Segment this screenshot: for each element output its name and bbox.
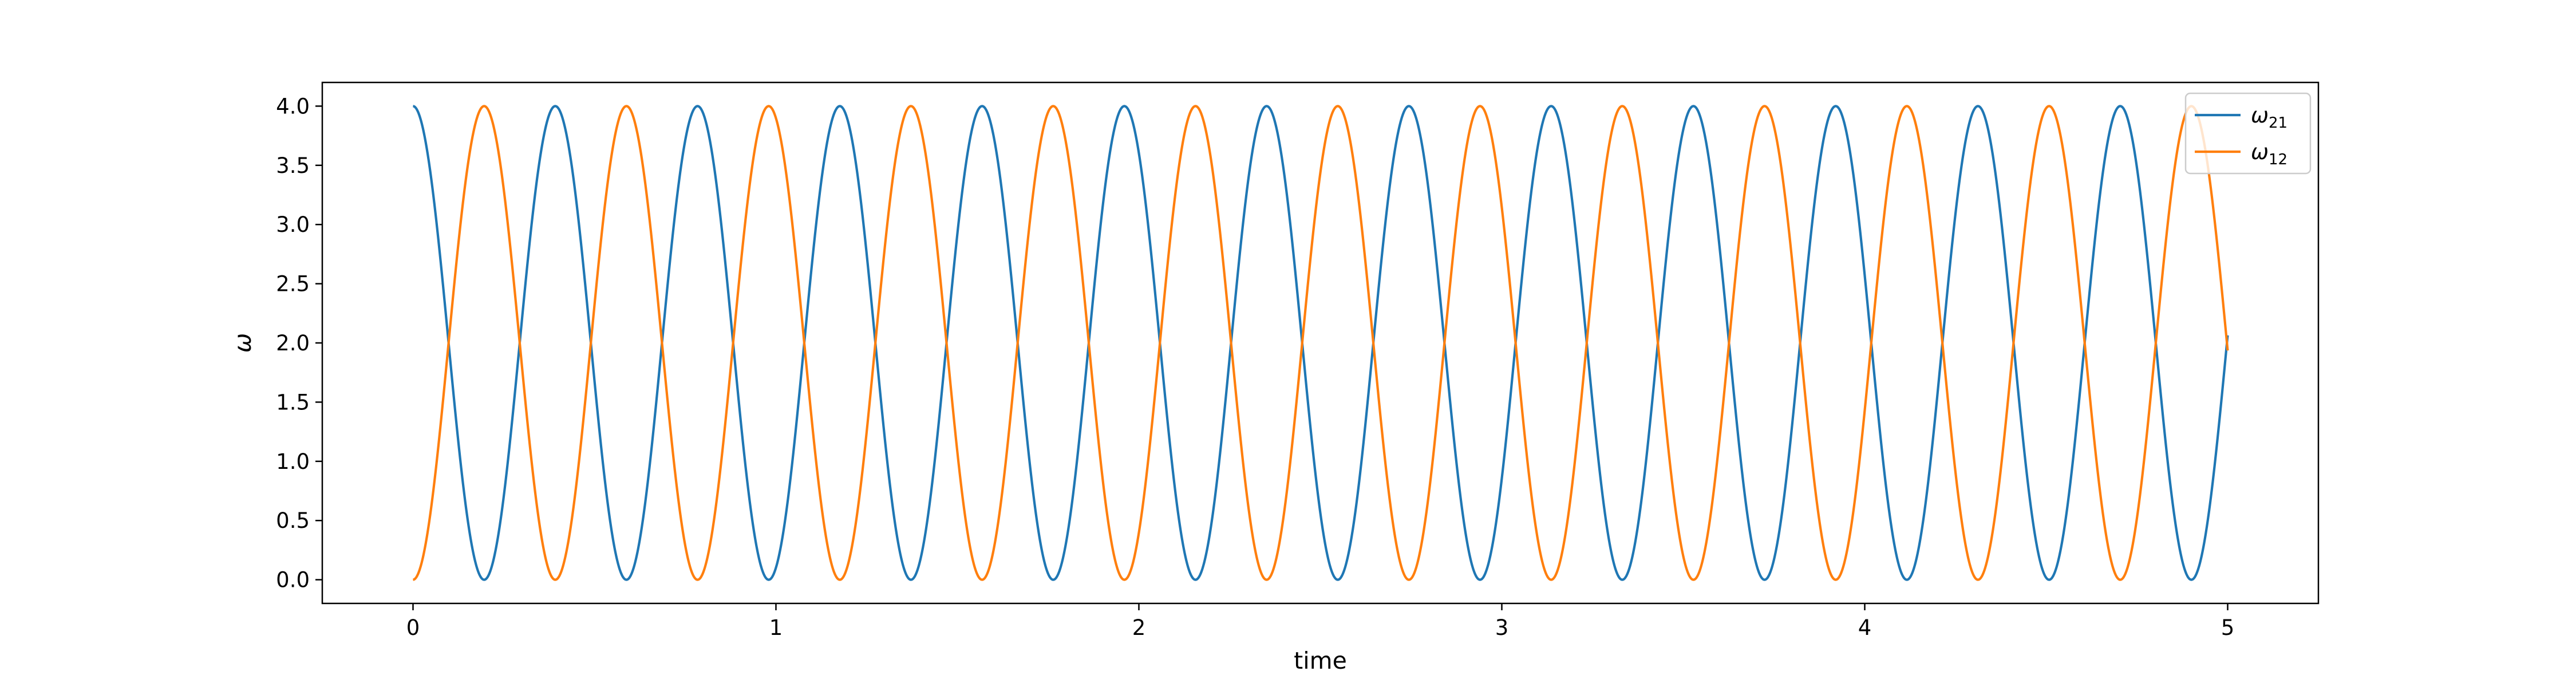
legend-label-symbol: ω [2251,103,2269,128]
y-axis-ticks: 0.0 0.5 1.0 1.5 2.0 2.5 3.0 3.5 4.0 [276,94,322,593]
x-tick-label: 1 [769,615,783,640]
x-tick-label: 0 [406,615,420,640]
x-axis-ticks: 0 1 2 3 4 5 [406,603,2235,640]
legend-label-subscript: 12 [2269,151,2287,168]
y-axis-label: ω [229,333,256,353]
legend-label-subscript: 21 [2269,114,2287,132]
x-tick-label: 3 [1495,615,1509,640]
axes-frame [321,81,2320,605]
series-line-12 [412,105,2229,581]
y-tick-label: 2.0 [276,331,310,356]
y-tick-label: 4.0 [276,94,310,119]
y-tick-label: 1.0 [276,449,310,474]
x-tick-label: 2 [1132,615,1146,640]
legend-box [2184,92,2312,175]
y-tick-label: 0.5 [276,508,310,533]
legend-label-21: ω21 [2251,103,2287,132]
x-tick-label: 4 [1858,615,1872,640]
x-axis-label: time [1294,647,1347,674]
y-tick-label: 3.0 [276,212,310,237]
legend-label-symbol: ω [2251,140,2269,164]
series-line-21 [412,105,2229,581]
x-tick-label: 5 [2221,615,2235,640]
y-tick-label: 2.5 [276,272,310,297]
y-tick-label: 0.0 [276,568,310,593]
plot-lines [412,105,2229,581]
y-tick-label: 3.5 [276,153,310,178]
y-tick-label: 1.5 [276,390,310,414]
legend-label-12: ω12 [2251,140,2287,168]
